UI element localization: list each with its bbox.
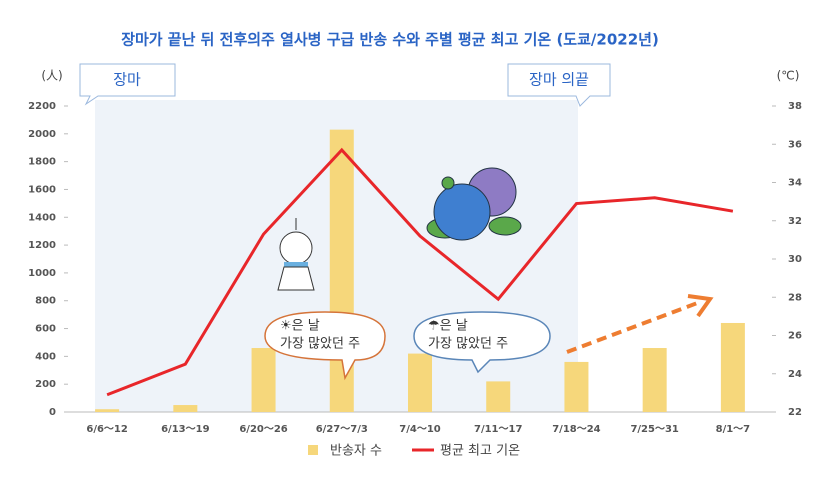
rainy-callout-bubble [413, 311, 551, 374]
y2-tick-label: 34 [788, 178, 802, 189]
y-tick-label: 1400 [28, 212, 56, 223]
legend-label: 반송자 수 [330, 444, 382, 459]
y-tick-label: 1800 [28, 157, 56, 168]
trend-arrow-head [687, 294, 714, 318]
bar [642, 348, 667, 412]
y-tick-label: 200 [35, 379, 56, 390]
rainy-start-box [79, 63, 176, 106]
y2-tick-label: 24 [788, 369, 802, 380]
y-tick-label: 0 [49, 407, 56, 418]
y2-tick-label: 30 [788, 254, 802, 265]
x-tick-label: 6/6～12 [86, 424, 128, 435]
x-tick-label: 8/1～7 [716, 424, 751, 435]
y2-tick-label: 32 [788, 216, 802, 227]
legend-swatch [308, 445, 318, 455]
y2-unit: (℃) [777, 69, 800, 83]
chart-title: 장마가 끝난 뒤 전후의주 열사병 구급 반송 수와 주별 평균 최고 기온 (… [121, 31, 659, 49]
y-tick-label: 1000 [28, 268, 56, 279]
y-tick-label: 1600 [28, 184, 56, 195]
y2-tick-label: 38 [788, 101, 802, 112]
bar [95, 409, 120, 412]
x-tick-label: 7/11～17 [474, 424, 522, 435]
x-tick-label: 6/20～26 [239, 424, 287, 435]
y2-tick-label: 28 [788, 292, 802, 303]
bar [720, 322, 745, 412]
y-tick-label: 600 [35, 324, 56, 335]
x-tick-label: 6/27～7/3 [316, 424, 368, 435]
rainy-start-label: 장마 [113, 71, 141, 89]
y-tick-label: 400 [35, 351, 56, 362]
rainy-end-label: 장마 의끝 [529, 71, 589, 89]
y-unit: (人) [41, 69, 62, 83]
rainy-end-box [507, 63, 611, 107]
temperature-line [106, 147, 734, 397]
sunny-callout-line: ☀은 날 [280, 319, 320, 334]
bar [173, 405, 198, 412]
bar [564, 361, 589, 412]
y2-tick-label: 36 [788, 139, 802, 150]
y2-tick-label: 26 [788, 331, 802, 342]
bar [486, 381, 511, 412]
sunny-callout-bubble [264, 311, 386, 381]
y-tick-label: 800 [35, 296, 56, 307]
legend-label: 평균 최고 기온 [440, 444, 520, 459]
y-tick-label: 1200 [28, 240, 56, 251]
x-tick-label: 7/18～24 [552, 424, 600, 435]
rainy-callout-line: ☂은 날 [428, 319, 468, 334]
rainy-callout-line: 가장 많았던 주 [428, 337, 508, 352]
x-tick-label: 6/13～19 [161, 424, 209, 435]
teru-teru-bozu [277, 218, 315, 291]
y2-tick-label: 22 [788, 407, 802, 418]
sunny-callout-line: 가장 많았던 주 [280, 337, 360, 352]
x-tick-label: 7/25～31 [630, 424, 678, 435]
bar [251, 348, 276, 412]
y-tick-label: 2000 [28, 129, 56, 140]
bar [408, 353, 432, 412]
x-tick-label: 7/4～10 [399, 424, 441, 435]
hydrangea [426, 167, 522, 241]
trend-arrow [566, 300, 701, 354]
y-tick-label: 2200 [28, 101, 56, 112]
